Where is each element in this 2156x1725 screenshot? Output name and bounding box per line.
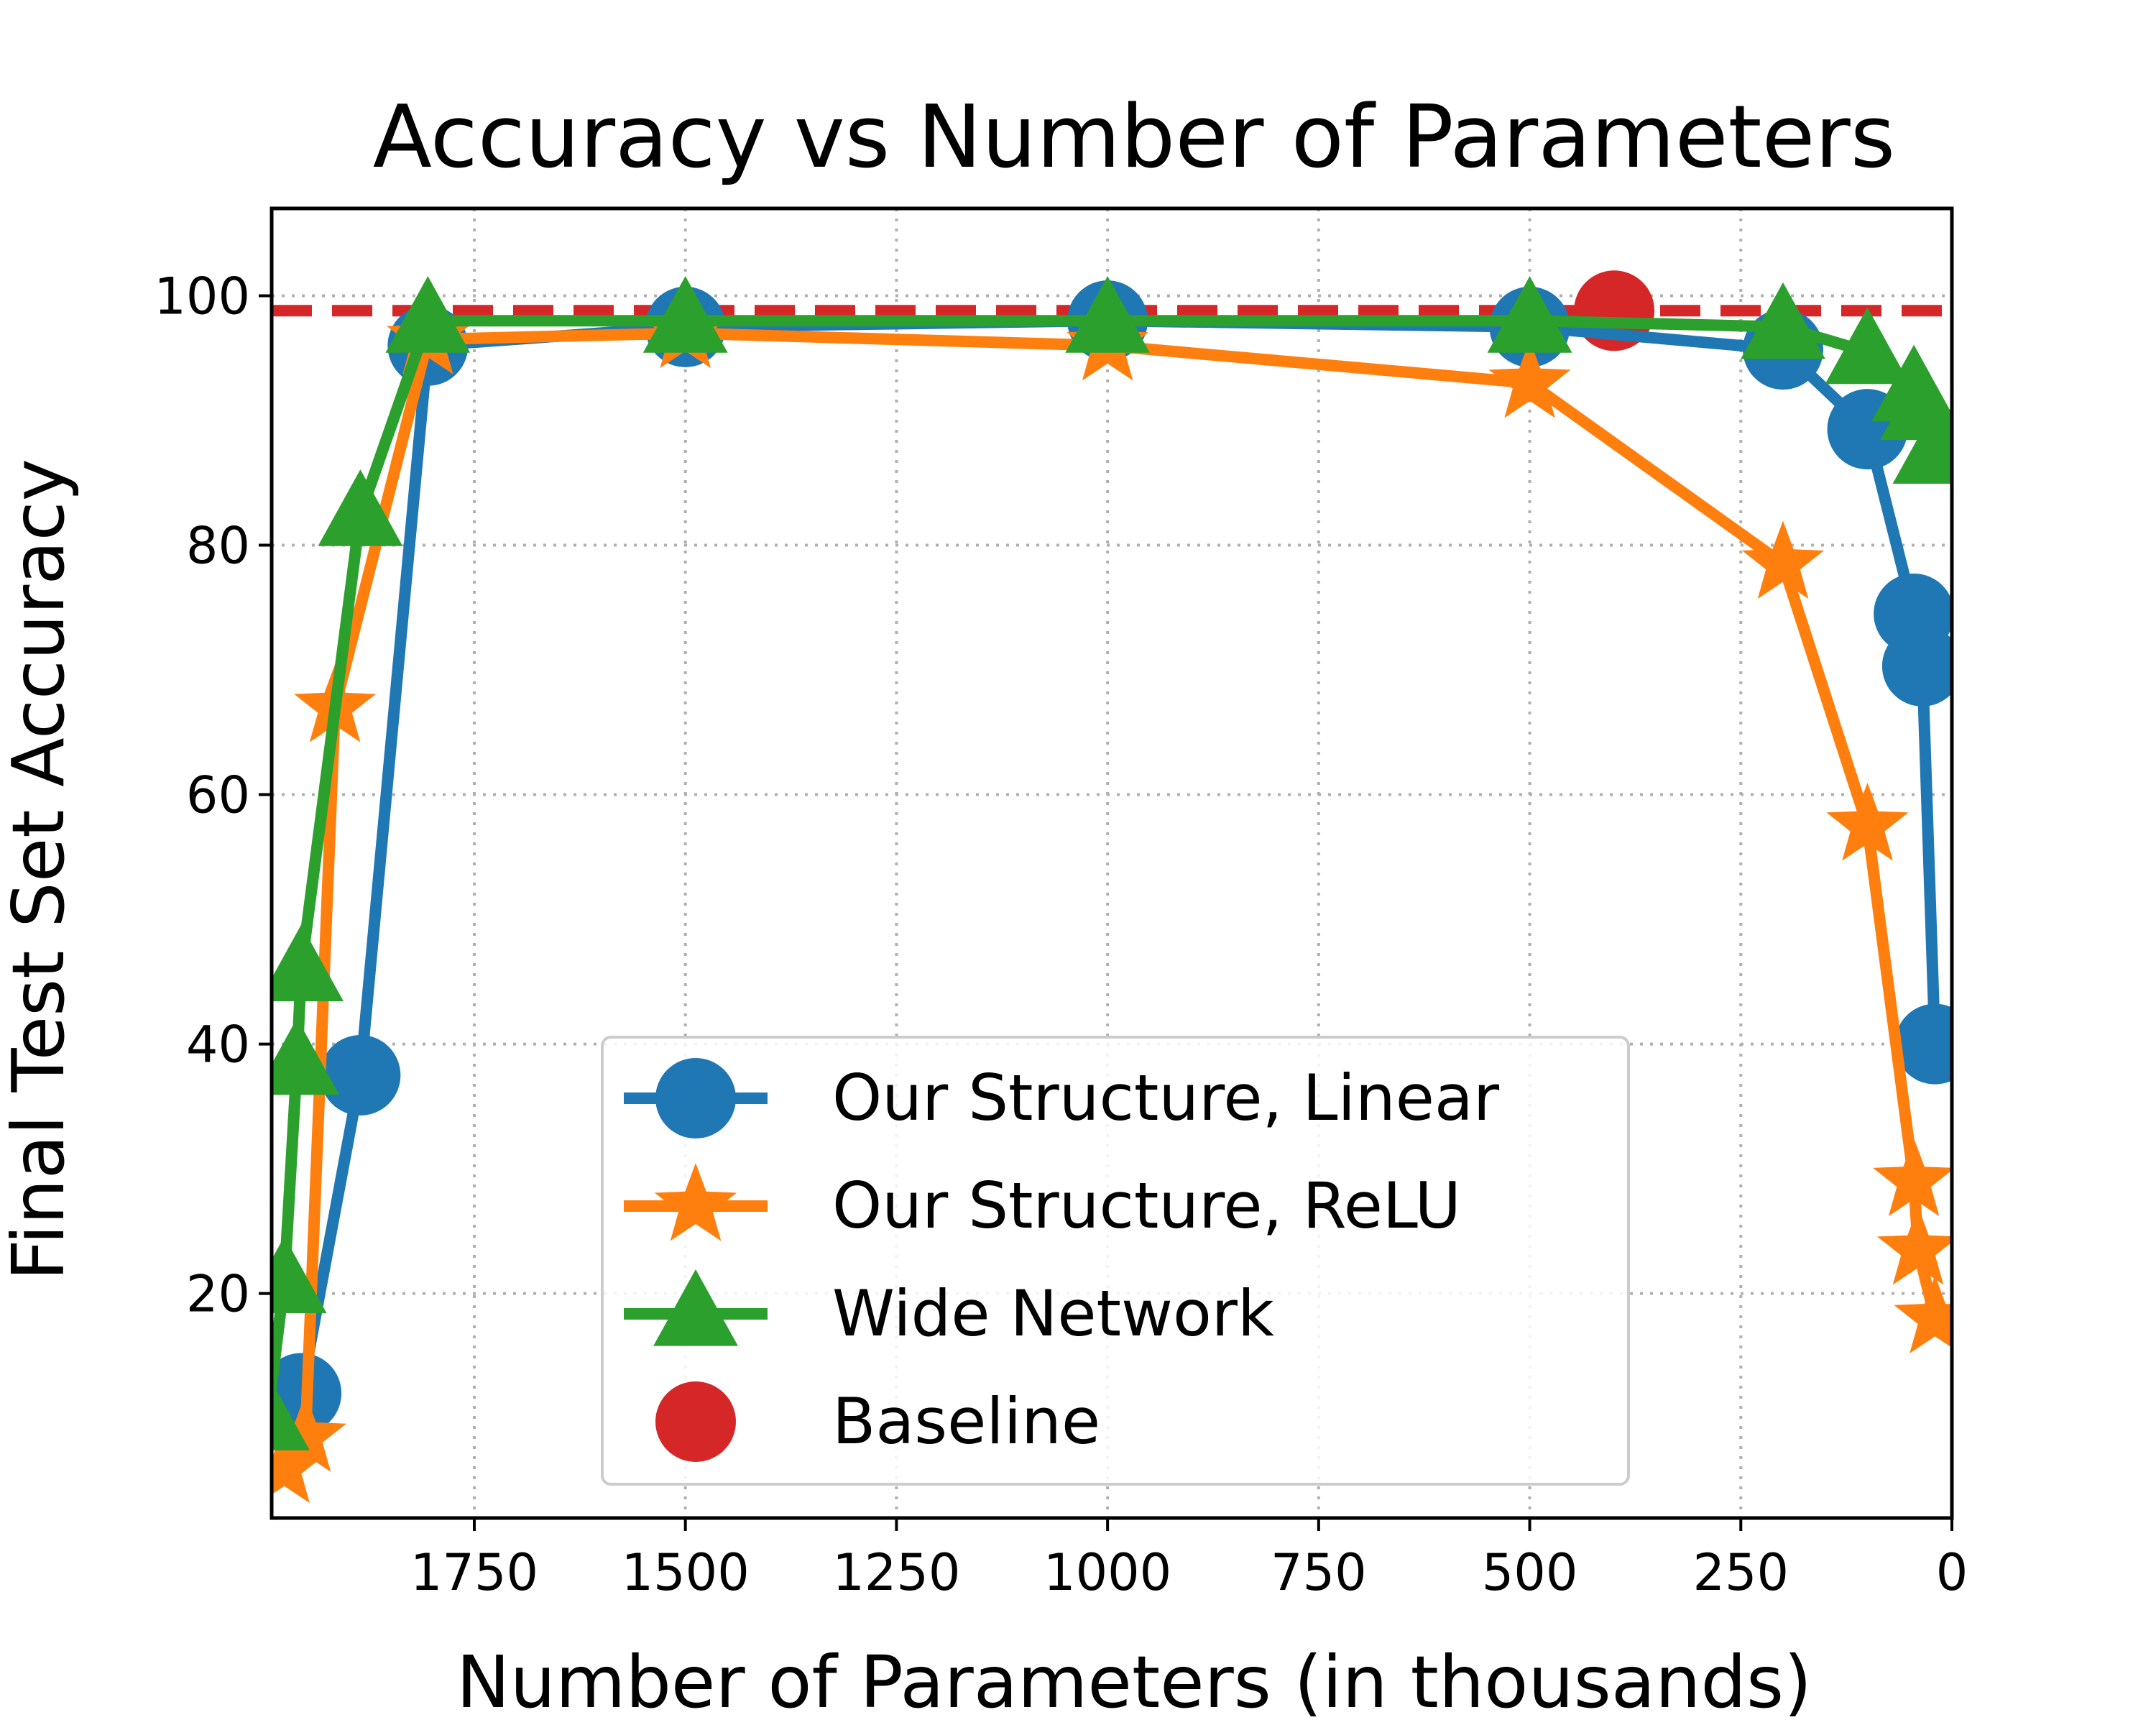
- data-point-wide-network: [272, 1236, 327, 1313]
- legend-item-baseline: Baseline: [655, 1381, 1100, 1462]
- plot-frame: [270, 206, 1954, 1520]
- data-point-wide-network: [1825, 307, 1910, 385]
- x-tick-label: 1000: [1044, 1543, 1171, 1602]
- y-tick-label: 40: [186, 1016, 250, 1075]
- legend-item-our-structure-linear: Our Structure, Linear: [624, 1058, 1500, 1138]
- legend-marker: [653, 1269, 738, 1346]
- data-point-wide-network: [385, 276, 471, 353]
- data-point-our-structure-linear: [320, 1034, 401, 1116]
- data-point-our-structure-relu: [1876, 1206, 1952, 1285]
- data-point-our-structure-relu: [1826, 782, 1909, 861]
- data-point-our-structure-relu: [1488, 339, 1571, 418]
- x-tick-label: 750: [1271, 1543, 1367, 1602]
- y-axis-label: Final Test Set Accuracy: [0, 459, 80, 1281]
- data-point-wide-network: [1892, 407, 1952, 484]
- data-point-our-structure-linear: [1881, 625, 1952, 707]
- legend-marker: [655, 1381, 736, 1462]
- x-tick-label: 1500: [622, 1543, 750, 1602]
- data-point-wide-network: [318, 469, 403, 546]
- data-point-our-structure-relu: [1742, 520, 1825, 599]
- y-tick-label: 60: [186, 766, 250, 825]
- x-tick-label: 1750: [410, 1543, 538, 1602]
- x-tick-label: 500: [1482, 1543, 1578, 1602]
- y-tick-label: 20: [186, 1265, 250, 1324]
- legend-marker: [654, 1163, 737, 1241]
- series-wide-network: [272, 276, 1952, 1450]
- data-point-our-structure-linear: [1894, 1003, 1952, 1085]
- legend-box: [601, 1036, 1630, 1486]
- x-tick-label: 0: [1936, 1543, 1968, 1602]
- data-point-wide-network: [272, 1018, 340, 1095]
- axis-ticks: 1750 1500 1250 1000 750 500 250 0 20 40 60 80 100: [154, 267, 1968, 1602]
- plot-inner: [272, 270, 1952, 1504]
- legend: Our Structure, Linear Our Structure, ReLU…: [601, 1036, 1630, 1486]
- data-point-wide-network: [272, 1381, 310, 1450]
- x-tick-label: 1250: [832, 1543, 960, 1602]
- data-point-our-structure-relu: [1894, 1275, 1952, 1353]
- legend-item-wide-network: Wide Network: [624, 1269, 1274, 1351]
- data-point-our-structure-relu: [272, 1394, 347, 1472]
- y-tick-label: 100: [154, 267, 250, 326]
- data-point-wide-network: [1487, 276, 1572, 353]
- legend-label: Wide Network: [832, 1276, 1274, 1351]
- legend-marker: [655, 1058, 736, 1138]
- data-point-wide-network: [1741, 282, 1825, 359]
- x-tick-label: 250: [1692, 1543, 1789, 1602]
- data-point-wide-network: [642, 276, 728, 353]
- y-tick-label: 80: [186, 517, 250, 576]
- x-axis-label: Number of Parameters (in thousands): [456, 1640, 1812, 1724]
- chart-title: Accuracy vs Number of Parameters: [373, 88, 1896, 188]
- data-point-our-structure-relu: [1873, 1138, 1952, 1216]
- plot-area: [272, 270, 1952, 1504]
- data-point-wide-network: [272, 924, 344, 1002]
- legend-label: Our Structure, ReLU: [832, 1169, 1461, 1243]
- data-point-wide-network: [1065, 276, 1151, 353]
- legend-label: Baseline: [832, 1384, 1100, 1458]
- legend-label: Our Structure, Linear: [832, 1061, 1500, 1135]
- legend-item-our-structure-relu: Our Structure, ReLU: [624, 1163, 1461, 1243]
